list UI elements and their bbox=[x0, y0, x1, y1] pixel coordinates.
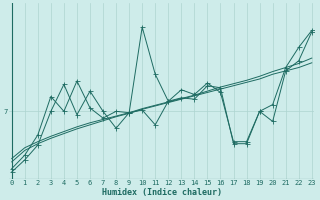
X-axis label: Humidex (Indice chaleur): Humidex (Indice chaleur) bbox=[102, 188, 222, 197]
